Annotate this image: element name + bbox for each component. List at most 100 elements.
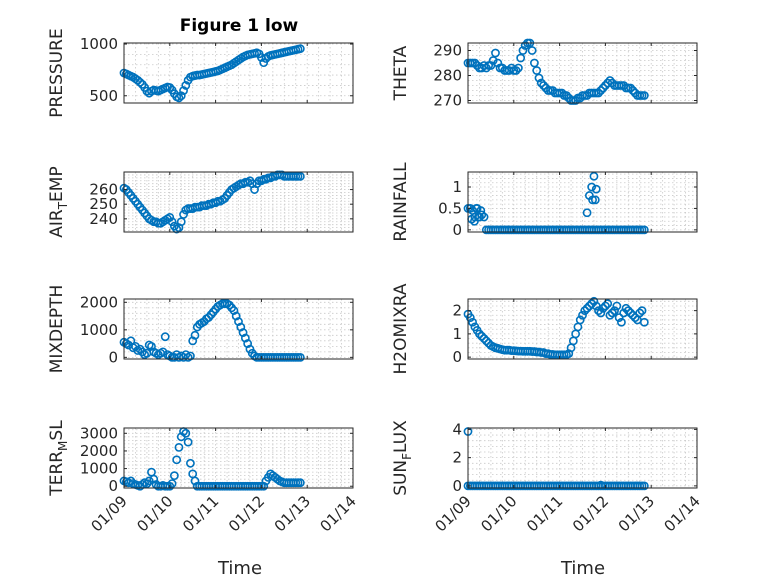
y-axis-label: MIXDEPTH xyxy=(47,285,67,374)
x-tick-label: 01/11 xyxy=(523,492,566,535)
y-tick-label: 0 xyxy=(452,221,462,239)
data-point xyxy=(589,296,599,306)
data-point xyxy=(628,86,638,95)
data-point xyxy=(471,204,481,213)
data-point xyxy=(179,86,188,95)
y-tick-label: 0 xyxy=(108,477,118,495)
y-tick-label: 270 xyxy=(433,92,462,110)
data-point xyxy=(165,212,175,222)
data-point xyxy=(477,331,487,341)
data-point xyxy=(623,306,633,316)
data-point xyxy=(169,471,179,481)
data-point xyxy=(476,206,486,215)
data-point xyxy=(172,455,182,465)
data-point xyxy=(639,481,649,491)
data-point xyxy=(637,306,647,316)
data-point xyxy=(562,91,571,100)
x-axis-label-right: Time xyxy=(560,558,605,579)
data-point xyxy=(630,313,640,323)
data-point xyxy=(295,478,305,488)
y-tick-label: 1000 xyxy=(80,35,118,53)
data-point xyxy=(598,83,608,93)
y-axis-label: PRESSURE xyxy=(47,28,67,117)
data-point xyxy=(183,437,193,447)
data-point xyxy=(190,330,200,340)
axes-frame xyxy=(123,42,354,104)
data-point xyxy=(144,476,154,486)
data-point xyxy=(160,332,170,342)
y-axis-label: H2OMIXRA xyxy=(391,283,411,374)
y-tick-label: 2 xyxy=(452,449,462,467)
data-point xyxy=(491,48,500,58)
axes-frame xyxy=(467,171,698,233)
data-point xyxy=(626,83,635,93)
data-series xyxy=(463,38,649,105)
data-point xyxy=(557,88,567,98)
data-point xyxy=(516,53,526,63)
data-point xyxy=(575,315,585,325)
data-point xyxy=(530,58,539,68)
data-point xyxy=(295,352,305,362)
data-point xyxy=(539,81,548,90)
y-tick-label: 2000 xyxy=(80,293,118,311)
data-point xyxy=(470,216,479,226)
data-point xyxy=(174,93,184,103)
y-tick-label: 0 xyxy=(452,477,462,495)
subplot-sun-flux: 0 2 4 01/09 01/10 01/11 01/12 01/13 01/14 SUNFLUX xyxy=(391,420,704,536)
axes-frame xyxy=(123,427,354,489)
data-series xyxy=(463,171,649,235)
data-point xyxy=(587,299,597,309)
axes-frame xyxy=(123,171,354,233)
data-point xyxy=(493,58,503,68)
y-tick-label: 0 xyxy=(452,348,462,366)
axes-frame xyxy=(467,298,698,360)
data-point xyxy=(181,428,191,438)
data-point xyxy=(468,317,477,327)
x-tick-label: 01/10 xyxy=(477,492,520,535)
data-point xyxy=(607,308,617,318)
data-point xyxy=(532,66,542,75)
data-point xyxy=(598,303,608,313)
y-tick-label: 2000 xyxy=(80,442,118,460)
data-point xyxy=(174,443,184,452)
data-point xyxy=(639,225,649,235)
data-point xyxy=(594,88,603,98)
data-point xyxy=(587,182,597,192)
axes-frame xyxy=(467,42,698,104)
data-point xyxy=(605,76,615,85)
plot-area xyxy=(124,428,353,488)
data-point xyxy=(470,58,480,68)
data-point xyxy=(520,41,530,50)
data-series xyxy=(119,299,305,362)
subplot-rainfall: 0 0.5 1 RAINFALL xyxy=(391,162,698,242)
data-point xyxy=(591,184,601,194)
x-tick-label: 01/14 xyxy=(661,492,704,535)
y-tick-label: 280 xyxy=(433,67,462,85)
subplot-h2omixra: 0 1 2 H2OMIXRA xyxy=(391,283,698,375)
subplot-theta: 270 280 290 THETA xyxy=(391,38,698,110)
y-tick-label: 2 xyxy=(452,302,462,320)
data-series xyxy=(119,44,305,103)
x-tick-label: 01/09 xyxy=(88,492,131,535)
data-point xyxy=(479,334,489,343)
y-tick-label: 0.5 xyxy=(438,199,462,217)
y-axis-label: THETA xyxy=(391,45,411,101)
data-point xyxy=(149,474,159,484)
data-point xyxy=(621,303,631,313)
y-axis-label: SUNFLUX xyxy=(391,420,414,496)
data-point xyxy=(639,91,649,100)
data-point xyxy=(186,458,195,468)
data-point xyxy=(475,329,484,339)
data-point xyxy=(590,195,600,205)
data-point xyxy=(165,83,175,92)
x-tick-label: 01/12 xyxy=(569,492,612,535)
data-series xyxy=(463,427,649,491)
y-tick-label: 1 xyxy=(452,325,462,343)
data-point xyxy=(626,308,635,318)
y-tick-label: 0 xyxy=(108,348,118,366)
data-point xyxy=(273,474,282,484)
data-point xyxy=(596,308,606,318)
x-axis-label-left: Time xyxy=(217,558,262,579)
